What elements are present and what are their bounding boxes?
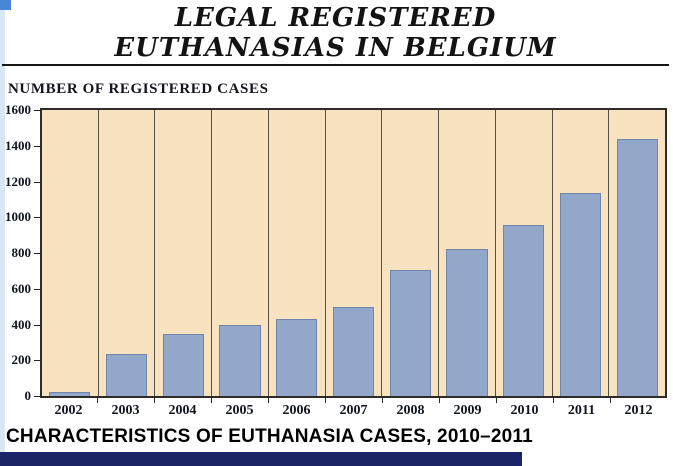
bar-2008 [389,270,431,396]
bar-2006 [276,319,318,396]
x-cell-2010: 2010 [496,398,554,422]
y-tick-mark [34,360,40,361]
x-cell-2005: 2005 [211,398,269,422]
y-tick-mark [34,182,40,183]
y-tick-label-1400: 1400 [5,138,31,153]
x-tick-mark [325,398,326,403]
y-tick-mark [34,253,40,254]
x-cell-2012: 2012 [610,398,667,422]
grid-column-2007 [326,110,383,396]
x-tick-label-2006: 2006 [282,403,311,418]
chart-header: LEGAL REGISTERED EUTHANASIAS IN BELGIUM [2,0,669,66]
grid-column-2012 [609,110,665,396]
y-tick-label-800: 800 [11,245,32,260]
page-title-line-2: EUTHANASIAS IN BELGIUM [114,33,557,63]
x-cell-2006: 2006 [268,398,326,422]
y-tick-label-200: 200 [11,352,32,367]
x-tick-label-2011: 2011 [567,403,596,418]
x-tick-mark [382,398,383,403]
bar-chart [40,108,667,398]
bar-2011 [559,193,602,396]
grid-column-2008 [382,110,440,396]
y-tick-mark [34,396,40,397]
x-cell-2009: 2009 [439,398,497,422]
bar-2002 [49,392,91,396]
page-edge-strip [0,0,5,466]
x-tick-mark [211,398,212,403]
x-tick-mark [496,398,497,403]
grid-column-2004 [155,110,213,396]
x-cell-2004: 2004 [154,398,212,422]
x-tick-label-2012: 2012 [624,403,653,418]
bottom-band [0,452,522,466]
x-tick-mark [154,398,155,403]
bar-2009 [446,249,488,396]
x-tick-label-2005: 2005 [225,403,254,418]
bar-2012 [616,139,658,396]
x-cell-2011: 2011 [553,398,611,422]
y-tick-label-1200: 1200 [5,174,31,189]
x-tick-mark [553,398,554,403]
x-tick-label-2003: 2003 [111,403,140,418]
grid-column-2009 [439,110,496,396]
grid-column-2005 [212,110,269,396]
y-tick-label-600: 600 [11,281,32,296]
bar-2007 [332,307,375,396]
bar-2003 [105,354,148,396]
x-axis: 2002 2003 2004 2005 2006 2007 2008 2009 2010 2011… [40,398,667,422]
x-tick-label-2004: 2004 [168,403,197,418]
bar-2005 [219,325,261,396]
grid-column-2003 [99,110,156,396]
y-tick-mark [34,110,40,111]
x-tick-label-2010: 2010 [510,403,539,418]
x-tick-mark [610,398,611,403]
x-tick-label-2008: 2008 [396,403,425,418]
grid-column-2002 [42,110,99,396]
grid-column-2010 [496,110,553,396]
x-tick-label-2002: 2002 [54,403,83,418]
footer-caption: CHARACTERISTICS OF EUTHANASIA CASES, 201… [6,426,533,447]
bar-2010 [503,225,545,396]
grid-column-2006 [269,110,326,396]
x-cell-2008: 2008 [382,398,440,422]
y-tick-label-1000: 1000 [5,209,31,224]
x-tick-label-2007: 2007 [339,403,368,418]
x-cell-2007: 2007 [325,398,383,422]
y-tick-mark [34,146,40,147]
x-cell-2003: 2003 [97,398,155,422]
y-tick-label-0: 0 [24,388,32,403]
x-tick-mark [268,398,269,403]
y-tick-label-1600: 1600 [5,102,31,117]
y-tick-mark [34,289,40,290]
bar-2004 [162,334,204,396]
plot-area [40,108,667,398]
y-tick-label-400: 400 [11,317,32,332]
x-tick-label-2009: 2009 [453,403,482,418]
x-tick-mark [439,398,440,403]
y-axis: 1600 1400 1200 1000 800 600 400 200 0 [0,103,40,403]
x-cell-2002: 2002 [40,398,98,422]
x-tick-mark [97,398,98,403]
corner-artifact [0,0,11,10]
y-tick-mark [34,325,40,326]
grid-column-2011 [553,110,610,396]
page-title-line-1: LEGAL REGISTERED [174,3,497,33]
y-axis-title: NUMBER OF REGISTERED CASES [8,81,269,97]
y-tick-mark [34,217,40,218]
